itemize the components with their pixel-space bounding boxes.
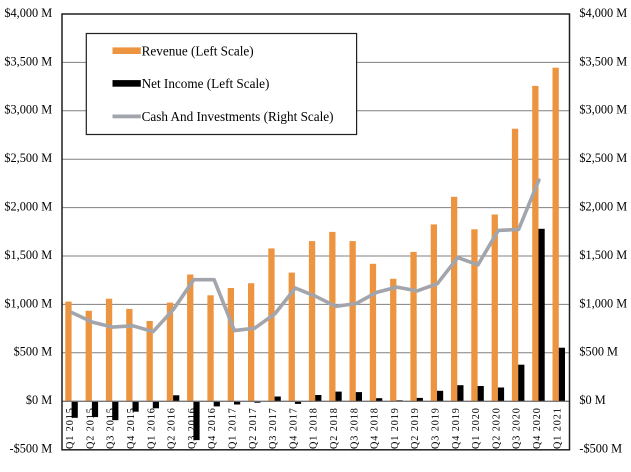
svg-text:$0 M: $0 M <box>579 393 605 407</box>
svg-text:$500 M: $500 M <box>579 345 618 359</box>
svg-text:$1,500 M: $1,500 M <box>4 248 52 262</box>
svg-text:Q4 2016: Q4 2016 <box>207 407 218 449</box>
svg-text:-$500 M: -$500 M <box>9 442 52 456</box>
svg-text:$1,000 M: $1,000 M <box>4 296 52 310</box>
svg-text:Q3 2015: Q3 2015 <box>106 407 117 449</box>
svg-text:Q1 2020: Q1 2020 <box>471 407 482 449</box>
svg-text:Q1 2019: Q1 2019 <box>390 407 401 449</box>
svg-text:Q2 2015: Q2 2015 <box>85 407 96 449</box>
svg-text:Cash And Investments (Right Sc: Cash And Investments (Right Scale) <box>142 109 334 124</box>
svg-text:$2,500 M: $2,500 M <box>4 151 52 165</box>
svg-text:$2,500 M: $2,500 M <box>579 151 627 165</box>
svg-text:$2,000 M: $2,000 M <box>579 200 627 214</box>
svg-text:Q2 2017: Q2 2017 <box>248 407 259 449</box>
svg-text:Q2 2018: Q2 2018 <box>329 407 340 449</box>
svg-text:Q3 2018: Q3 2018 <box>349 407 360 449</box>
svg-text:Q4 2020: Q4 2020 <box>532 407 543 449</box>
svg-text:$500 M: $500 M <box>14 345 53 359</box>
svg-text:$3,000 M: $3,000 M <box>4 103 52 117</box>
svg-text:Q2 2020: Q2 2020 <box>491 407 502 449</box>
svg-text:$2,000 M: $2,000 M <box>4 200 52 214</box>
svg-text:Q3 2020: Q3 2020 <box>512 407 523 449</box>
svg-text:Q1 2015: Q1 2015 <box>65 407 76 449</box>
svg-text:$3,500 M: $3,500 M <box>579 54 627 68</box>
svg-text:$0 M: $0 M <box>26 393 52 407</box>
svg-text:Q2 2016: Q2 2016 <box>167 407 178 449</box>
svg-text:$3,000 M: $3,000 M <box>579 103 627 117</box>
svg-text:$3,500 M: $3,500 M <box>4 54 52 68</box>
svg-text:Q4 2017: Q4 2017 <box>288 407 299 449</box>
svg-text:Q4 2019: Q4 2019 <box>451 407 462 449</box>
svg-text:$4,000 M: $4,000 M <box>4 6 52 20</box>
svg-text:$4,000 M: $4,000 M <box>579 6 627 20</box>
svg-text:Q1 2017: Q1 2017 <box>228 407 239 449</box>
svg-text:-$500 M: -$500 M <box>579 442 622 456</box>
svg-text:$1,000 M: $1,000 M <box>579 296 627 310</box>
svg-text:Q4 2018: Q4 2018 <box>370 407 381 449</box>
svg-text:Revenue (Left Scale): Revenue (Left Scale) <box>142 43 254 58</box>
svg-text:Q2 2019: Q2 2019 <box>410 407 421 449</box>
svg-text:Q3 2016: Q3 2016 <box>187 407 198 449</box>
svg-text:$1,500 M: $1,500 M <box>579 248 627 262</box>
svg-text:Q1 2021: Q1 2021 <box>552 407 563 449</box>
svg-text:Net Income (Left Scale): Net Income (Left Scale) <box>142 76 270 91</box>
svg-text:Q1 2018: Q1 2018 <box>309 407 320 449</box>
svg-text:Q1 2016: Q1 2016 <box>146 407 157 449</box>
svg-text:Q3 2019: Q3 2019 <box>431 407 442 449</box>
svg-text:Q3 2017: Q3 2017 <box>268 407 279 449</box>
svg-text:Q4 2015: Q4 2015 <box>126 407 137 449</box>
